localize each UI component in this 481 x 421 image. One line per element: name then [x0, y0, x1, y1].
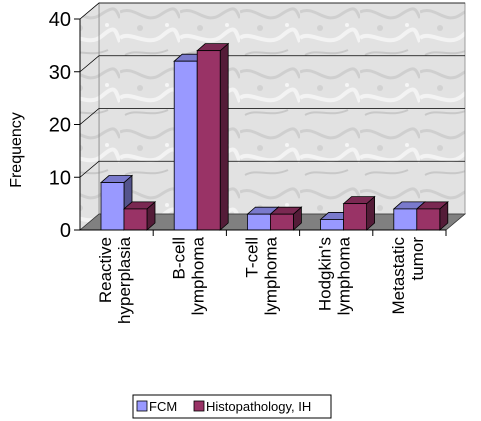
bar-histopathology-ih-metastatic-tumor: [415, 201, 449, 231]
legend-box: [132, 394, 332, 419]
gridline: [79, 55, 465, 73]
bar-histopathology-ih-b-cell-lymphoma: [196, 42, 230, 231]
y-tick-label: 20: [49, 115, 71, 137]
x-category-label-b-cell-lymphoma: B-celllymphoma: [169, 236, 207, 315]
gridline: [79, 108, 465, 125]
bar-histopathology-ih-t-cell-lymphoma: [269, 206, 303, 231]
gridline: [79, 2, 465, 20]
bar-histopathology-ih-hodgkin-s-lymphoma: [342, 195, 376, 231]
legend-label-fcm: FCM: [149, 399, 177, 414]
gridline: [79, 160, 465, 178]
y-tick-label: 40: [49, 9, 71, 31]
x-category-label-t-cell-lymphoma: T-celllymphoma: [243, 236, 281, 315]
legend: FCM Histopathology, IH: [132, 394, 332, 419]
legend-swatch-histopathology: [193, 400, 205, 412]
x-category-label-metastatic-tumor: Metastatictumor: [389, 237, 427, 315]
legend-label-histopathology: Histopathology, IH: [206, 399, 311, 414]
x-category-label-hodgkin-s-lymphoma: Hodgkin'slymphoma: [316, 236, 354, 315]
y-tick-label: 30: [49, 62, 71, 84]
y-tick-label: 0: [60, 220, 71, 242]
x-category-label-reactive-hyperplasia: Reactivehyperplasia: [96, 236, 134, 323]
bar-histopathology-ih-reactive-hyperplasia: [122, 201, 157, 231]
y-axis-label: Frequency: [8, 112, 25, 188]
legend-swatch-fcm: [136, 400, 148, 412]
y-tick-label: 10: [49, 167, 71, 189]
